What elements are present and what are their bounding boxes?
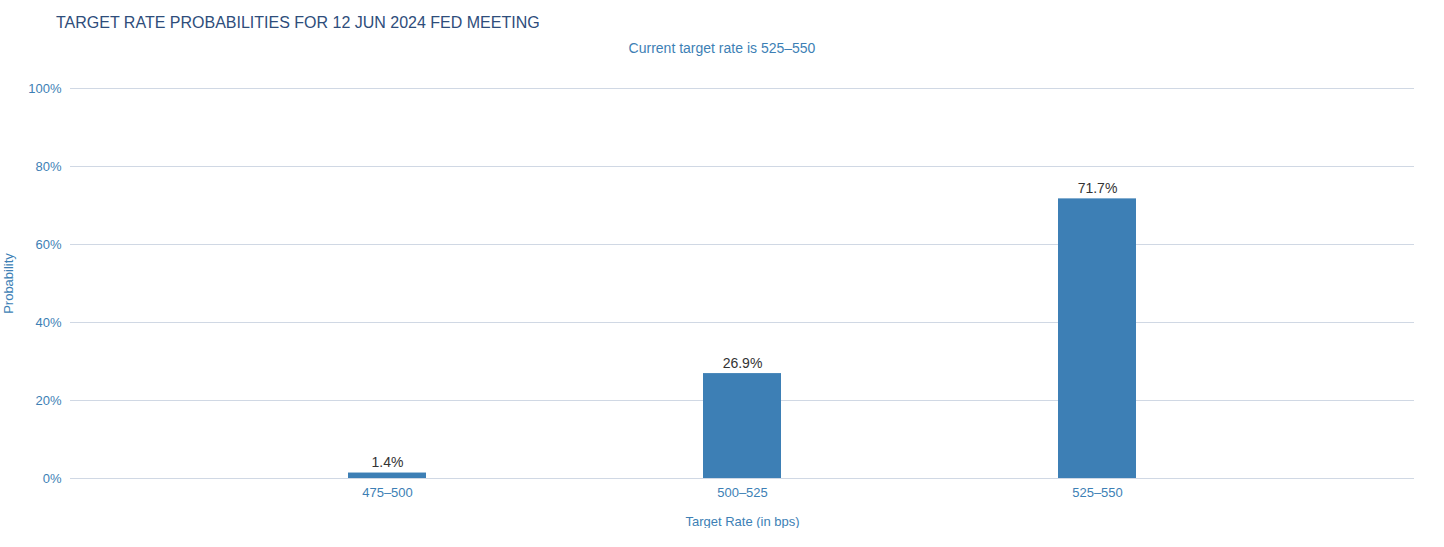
svg-text:525–550: 525–550 <box>1072 485 1123 500</box>
html-text:Current target rate is 525–550: Current target rate is 525–550 <box>628 40 816 56</box>
svg-text:Probability: Probability <box>1 253 16 314</box>
svg-text:100%: 100% <box>28 81 62 96</box>
svg-text:475–500: 475–500 <box>362 485 413 500</box>
svg-text:Target Rate (in bps): Target Rate (in bps) <box>685 514 799 529</box>
svg-text:60%: 60% <box>35 237 61 252</box>
svg-text:1.4%: 1.4% <box>372 454 404 470</box>
svg-text:40%: 40% <box>35 315 61 330</box>
svg-text:80%: 80% <box>35 159 61 174</box>
html-text:TARGET RATE PROBABILITIES FOR: TARGET RATE PROBABILITIES FOR 12 JUN 202… <box>56 14 540 31</box>
svg-text:20%: 20% <box>35 393 61 408</box>
svg-text:500–525: 500–525 <box>717 485 768 500</box>
svg-text:71.7%: 71.7% <box>1078 180 1118 196</box>
svg-text:0%: 0% <box>43 471 62 486</box>
svg-text:26.9%: 26.9% <box>723 355 763 371</box>
